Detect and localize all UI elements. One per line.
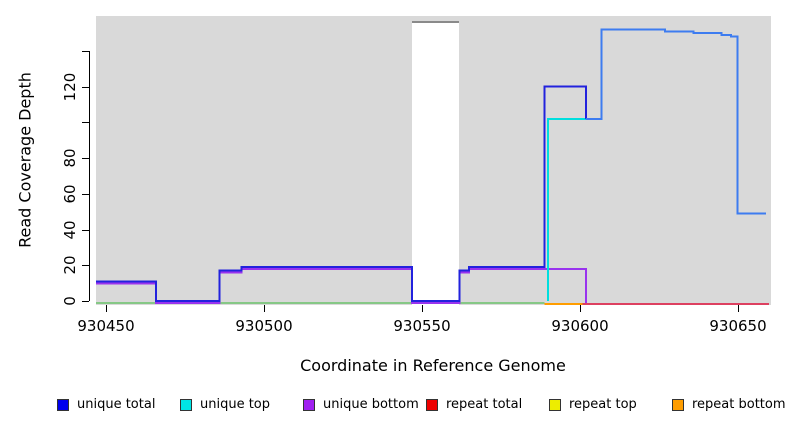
legend-item-repeat-total: repeat total <box>426 397 549 412</box>
repeat-bottom-swatch-icon <box>672 398 684 411</box>
y-tick-label: 80 <box>61 148 79 168</box>
unique-bottom-line <box>96 268 587 304</box>
y-tick <box>82 87 89 88</box>
legend-label: unique bottom <box>323 397 419 412</box>
legend-item-repeat-bottom: repeat bottom <box>672 397 792 412</box>
gap-region-cap <box>412 21 459 23</box>
x-tick-label: 930650 <box>709 317 767 335</box>
legend-item-unique-top: unique top <box>180 397 303 412</box>
y-tick <box>82 158 89 159</box>
y-tick-label: 0 <box>61 296 79 306</box>
y-tick-label: 120 <box>61 72 79 102</box>
legend-item-repeat-top: repeat top <box>549 397 672 412</box>
repeat-total-swatch-icon <box>426 398 438 411</box>
y-tick-label: 40 <box>61 220 79 240</box>
x-tick <box>580 305 581 312</box>
legend: unique total unique top unique bottom repea… <box>57 397 792 412</box>
x-tick <box>422 305 423 312</box>
legend-label: repeat bottom <box>692 397 786 412</box>
legend-item-unique-total: unique total <box>57 397 180 412</box>
y-tick <box>82 194 89 195</box>
y-axis-line <box>89 51 90 301</box>
y-tick <box>82 51 89 52</box>
x-tick <box>738 305 739 312</box>
x-tick <box>106 305 107 312</box>
x-axis-title: Coordinate in Reference Genome <box>300 356 566 375</box>
unique-top-line <box>546 117 586 301</box>
repeat-top-swatch-icon <box>549 398 561 411</box>
y-tick <box>82 230 89 231</box>
unique-total-line-right <box>585 28 766 215</box>
x-tick-label: 930450 <box>77 317 135 335</box>
y-tick-label: 60 <box>61 184 79 204</box>
legend-label: unique top <box>200 397 271 412</box>
legend-label: repeat top <box>569 397 637 412</box>
x-tick <box>264 305 265 312</box>
y-axis-title: Read Coverage Depth <box>15 72 35 248</box>
legend-item-unique-bottom: unique bottom <box>303 397 426 412</box>
legend-label: unique total <box>77 397 156 412</box>
unique-bottom-swatch-icon <box>303 398 315 411</box>
legend-label: repeat total <box>446 397 523 412</box>
unique-total-swatch-icon <box>57 398 69 411</box>
x-tick-label: 930500 <box>235 317 293 335</box>
gap-region <box>412 21 459 305</box>
y-tick-label: 20 <box>61 255 79 275</box>
unique-top-swatch-icon <box>180 398 192 411</box>
unique-total-line-left <box>96 85 587 302</box>
x-tick-label: 930600 <box>551 317 609 335</box>
x-tick-label: 930550 <box>393 317 451 335</box>
y-tick <box>82 301 89 302</box>
y-tick <box>82 265 89 266</box>
y-tick <box>82 122 89 123</box>
